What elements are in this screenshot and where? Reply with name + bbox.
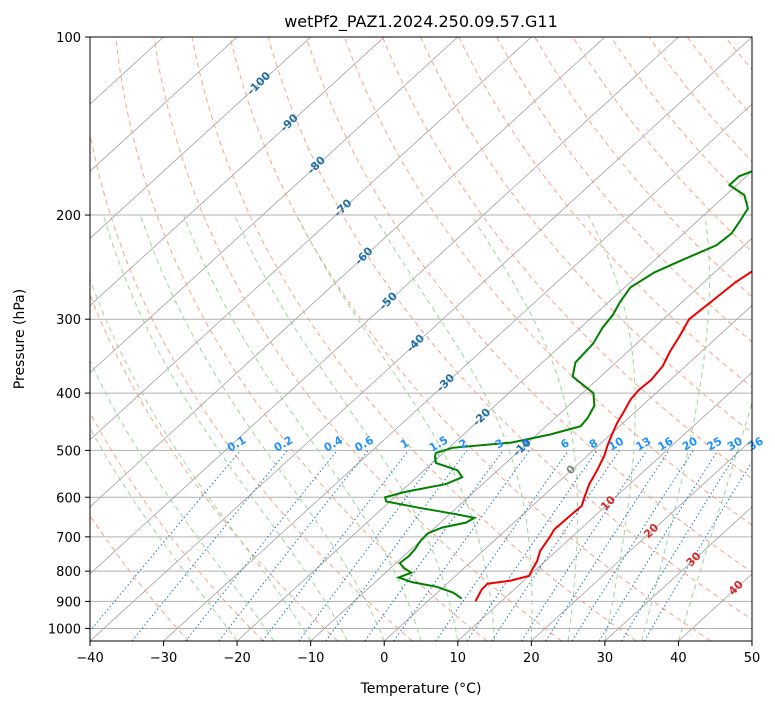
moist-adiabat-line (373, 214, 533, 641)
y-tick-label: 600 (56, 491, 81, 506)
isotherm-line (90, 37, 238, 172)
x-tick-label: 50 (744, 651, 761, 666)
mixing-ratio-line (545, 450, 670, 641)
dry-adiabat-line (305, 37, 752, 573)
x-tick-label: −40 (76, 651, 103, 666)
series-layer (383, 170, 752, 602)
dry-adiabat-line (90, 514, 190, 641)
x-tick-label: −10 (297, 651, 324, 666)
moist-adiabat-line (234, 214, 459, 641)
dry-adiabat-line (382, 37, 752, 480)
moist-adiabat-line (677, 401, 752, 641)
y-tick-label: 300 (56, 313, 81, 328)
isotherm-line (383, 304, 752, 641)
y-axis: 100 200 300 400 500 600 700 800 900 1000 (48, 31, 90, 637)
moist-adiabat-line (90, 427, 238, 641)
x-tick-label: −30 (150, 651, 177, 666)
y-tick-label: 1000 (48, 622, 81, 637)
background-lines (90, 37, 752, 641)
mixing-ratio-line (262, 450, 409, 641)
x-tick-label: 0 (380, 651, 388, 666)
isotherm-line (90, 37, 752, 641)
mixing-ratio-line (364, 450, 504, 641)
isotherm-line (236, 170, 752, 641)
mixing-ratio-line (185, 450, 338, 641)
dry-adiabat-line (90, 131, 413, 641)
mixing-ratio-line (491, 450, 621, 641)
dry-adiabat-line (534, 37, 752, 298)
isotherm-line (90, 37, 459, 374)
mixing-ratio-line (521, 450, 648, 641)
mixing-ratio-line (393, 450, 531, 641)
moist-adiabat-line (183, 214, 422, 641)
x-tick-label: 20 (523, 651, 540, 666)
temperature-profile-line (474, 270, 752, 602)
isotherm-line (90, 37, 606, 508)
y-tick-label: 700 (56, 531, 81, 546)
moist-adiabat-line (470, 214, 579, 641)
y-tick-label: 400 (56, 387, 81, 402)
mixing-ratio-line (466, 450, 598, 641)
moist-adiabat-line (90, 359, 275, 641)
y-axis-title: Pressure (hPa) (12, 289, 28, 389)
mixing-ratio-line (598, 450, 719, 641)
x-tick-label: 40 (670, 651, 687, 666)
dry-adiabat-line (90, 293, 339, 641)
mixing-ratio-line (90, 450, 241, 632)
x-tick-label: 30 (597, 651, 614, 666)
mixing-ratio-line (131, 450, 288, 641)
isotherm-line (90, 37, 311, 239)
y-tick-label: 800 (56, 565, 81, 580)
isotherm-line (604, 506, 752, 641)
x-axis: −40 −30 −20 −10 0 10 20 30 40 50 (76, 641, 760, 666)
mixing-ratio-line (435, 450, 569, 641)
moist-adiabat-line (102, 214, 348, 641)
mixing-ratio-line (325, 450, 468, 641)
y-tick-label: 100 (56, 31, 81, 46)
isotherm-line (163, 103, 752, 641)
isotherm-line (531, 439, 752, 641)
isotherm-line (90, 37, 679, 575)
dry-adiabat-line (572, 37, 752, 253)
isotherm-line (90, 37, 385, 306)
dry-adiabat-line (610, 37, 752, 208)
y-tick-label: 900 (56, 595, 81, 610)
chart-title: wetPf2_PAZ1.2024.250.09.57.G11 (284, 12, 558, 32)
isotherm-line (90, 37, 532, 441)
moist-adiabat-line (139, 214, 385, 641)
dry-adiabat-line (191, 37, 637, 641)
mixing-ratio-line (621, 450, 739, 641)
dry-adiabat-line (496, 37, 752, 343)
dewpoint-profile-line (383, 170, 752, 600)
dry-adiabat-line (115, 37, 488, 641)
mixing-ratio-line (298, 450, 443, 641)
x-axis-title: Temperature (°C) (360, 681, 482, 697)
isotherm-line (457, 372, 752, 641)
y-tick-label: 500 (56, 444, 81, 459)
moist-adiabat-line (90, 277, 312, 641)
dry-adiabat-line (229, 37, 712, 641)
y-tick-label: 200 (56, 209, 81, 224)
x-tick-label: −20 (223, 651, 250, 666)
moist-adiabat-line (641, 214, 711, 641)
dry-adiabat-line (153, 37, 562, 641)
dry-adiabat-line (267, 37, 752, 621)
x-tick-label: 10 (450, 651, 467, 666)
moist-adiabat-line (587, 214, 636, 641)
plot-frame (89, 36, 753, 642)
